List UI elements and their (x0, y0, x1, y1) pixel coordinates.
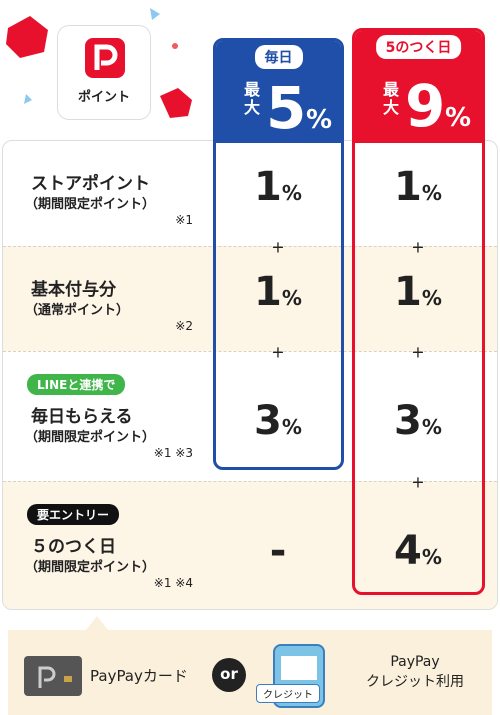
column-header: 5のつく日 最大 9 % (355, 31, 482, 143)
row-subtitle: （期間限定ポイント） (25, 430, 156, 445)
separator: + (271, 237, 285, 257)
unit: % (421, 180, 442, 205)
column-daily: 毎日 最大 5 % (213, 38, 344, 470)
cell-value: 1% (394, 164, 442, 210)
row-note: ※1 ※4 (153, 576, 193, 590)
column-label: 5のつく日 (375, 35, 462, 59)
value: - (269, 528, 287, 574)
max-label: 最大 (380, 81, 399, 117)
cell-value: 1% (254, 164, 302, 210)
row-note: ※2 (175, 319, 193, 333)
value: 1 (394, 163, 422, 210)
column-five: 5のつく日 最大 9 % (352, 28, 485, 595)
row-subtitle: （期間限定ポイント） (25, 197, 156, 212)
credit-text: PayPay クレジット利用 (340, 652, 490, 692)
cell-value: 3% (394, 398, 442, 444)
table: ストアポイント （期間限定ポイント） ※1 基本付与分 （通常ポイント） ※2 LINEと連… (2, 140, 498, 610)
max-label: 最大 (241, 81, 260, 117)
logo-label: ポイント (77, 90, 130, 105)
row: 要エントリー ５のつく日 （期間限定ポイント） ※1 ※4 (3, 481, 497, 609)
row-subtitle: （通常ポイント） (25, 303, 130, 318)
unit: % (421, 285, 442, 310)
unit: % (421, 415, 442, 439)
value: 1 (254, 163, 282, 210)
barcode (281, 656, 317, 680)
unit: % (421, 545, 442, 569)
logo: ポイント (57, 25, 151, 120)
separator: + (411, 237, 425, 257)
phone-icon (273, 644, 325, 708)
logo-icon (85, 38, 125, 78)
separator: + (271, 342, 285, 362)
cell-value: 3% (254, 398, 302, 444)
value: 1 (254, 268, 282, 315)
row: 基本付与分 （通常ポイント） ※2 (3, 246, 497, 351)
max-unit: % (445, 103, 472, 133)
credit-line: PayPay (390, 654, 440, 670)
phone-label: クレジット (256, 684, 320, 703)
separator: + (411, 342, 425, 362)
row-title: ５のつく日 (31, 537, 116, 557)
badge: LINEと連携で (27, 374, 126, 395)
cell-value: 1% (254, 269, 302, 315)
separator: + (411, 472, 425, 492)
or: or (212, 658, 246, 692)
card-icon (24, 656, 82, 696)
card-label: PayPayカード (90, 667, 188, 685)
badge: 要エントリー (27, 504, 120, 525)
row-subtitle: （期間限定ポイント） (25, 560, 156, 575)
footer-bg (8, 616, 492, 715)
cell-value: 1% (394, 269, 442, 315)
cell-value: - (270, 528, 287, 574)
row: LINEと連携で毎日もらえる （期間限定ポイント） ※1 ※3 (3, 351, 497, 481)
value: 3 (394, 398, 422, 444)
column-header: 毎日 最大 5 % (216, 41, 341, 143)
value: 4 (394, 528, 422, 574)
value: 1 (394, 268, 422, 315)
value: 3 (254, 398, 282, 444)
unit: % (281, 415, 302, 439)
max-value: 5 (266, 74, 307, 142)
row-title: 毎日もらえる (31, 407, 133, 427)
column-label: 毎日 (254, 45, 303, 69)
max-unit: % (306, 105, 333, 135)
cell-value: 4% (394, 528, 442, 574)
max-value: 9 (405, 72, 446, 140)
row-note: ※1 (175, 213, 193, 227)
row: ストアポイント （期間限定ポイント） ※1 (3, 141, 497, 246)
decor (6, 8, 192, 118)
row-title: ストアポイント (31, 174, 150, 194)
unit: % (281, 180, 302, 205)
row-title: 基本付与分 (31, 280, 116, 300)
credit-line: クレジット利用 (366, 674, 464, 690)
row-note: ※1 ※3 (153, 446, 193, 460)
unit: % (281, 285, 302, 310)
